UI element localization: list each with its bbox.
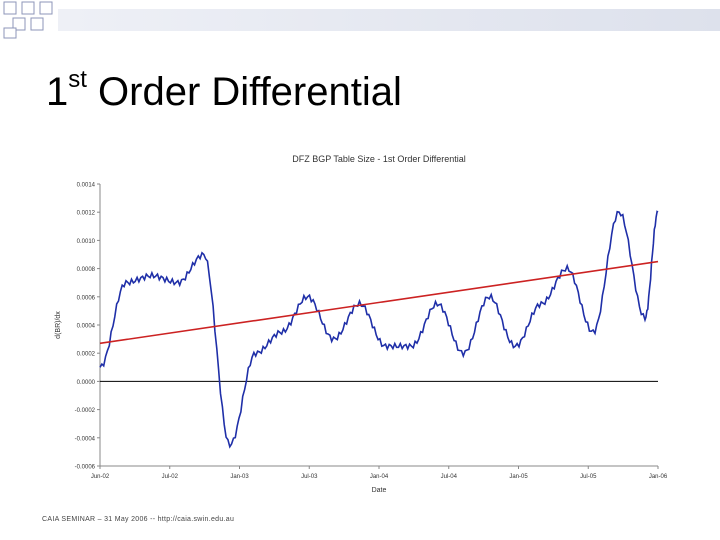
x-tick-label: Jun-02 xyxy=(91,474,110,480)
y-axis-label: d(BR)/dx xyxy=(55,311,62,339)
y-tick-label: 0.0008 xyxy=(77,267,96,273)
x-tick-label: Jul-03 xyxy=(301,474,318,480)
y-tick-label: 0.0014 xyxy=(77,183,96,189)
y-tick-label: -0.0006 xyxy=(75,465,96,471)
y-tick-label: -0.0002 xyxy=(75,408,96,414)
y-tick-label: 0.0012 xyxy=(77,211,96,217)
slide-title: 1st Order Differential xyxy=(46,66,402,114)
y-tick-label: 0.0000 xyxy=(77,380,96,386)
x-tick-label: Jan-05 xyxy=(509,474,528,480)
x-tick-label: Jul-05 xyxy=(580,474,597,480)
series-line xyxy=(99,210,659,449)
x-tick-label: Jul-02 xyxy=(162,474,179,480)
y-tick-label: 0.0006 xyxy=(77,295,96,301)
trend-line xyxy=(99,260,659,345)
x-tick-label: Jul-04 xyxy=(441,474,458,480)
x-tick-label: Jan-06 xyxy=(649,474,668,480)
chart-title: DFZ BGP Table Size - 1st Order Different… xyxy=(292,154,466,164)
differential-chart: DFZ BGP Table Size - 1st Order Different… xyxy=(55,154,668,494)
footer-text: CAIA SEMINAR – 31 May 2006 -- http://cai… xyxy=(42,516,235,523)
x-tick-label: Jan-03 xyxy=(230,474,249,480)
decorative-squares xyxy=(3,1,53,39)
y-tick-label: -0.0004 xyxy=(75,436,96,442)
header-bar xyxy=(58,9,720,31)
x-tick-label: Jan-04 xyxy=(370,474,389,480)
y-tick-label: 0.0004 xyxy=(77,324,96,330)
x-axis-label: Date xyxy=(372,487,387,494)
y-tick-label: 0.0010 xyxy=(77,239,96,245)
y-tick-label: 0.0002 xyxy=(77,352,96,358)
